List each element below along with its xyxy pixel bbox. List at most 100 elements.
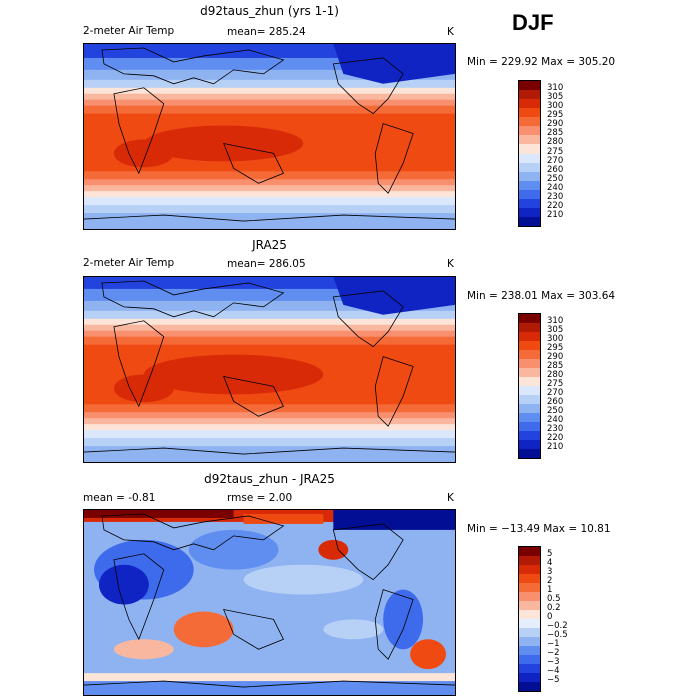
colorbar-swatch [519,413,540,422]
colorbar-tick-label: 230 [547,424,564,434]
colorbar-tick-label: 210 [547,209,564,220]
panel-2-colorbar-labels: 310 305 300 295 290 285 280 275 270 260 250 240 230 2… [547,313,587,459]
colorbar-tick-label: 240 [547,182,564,193]
colorbar-tick-label: 1 [547,585,553,595]
colorbar-swatch [519,610,540,619]
panel-2-title: JRA25 [252,238,287,252]
panel-3-title: d92taus_zhun - JRA25 [204,472,335,486]
colorbar-swatch [519,637,540,646]
panel-3-map [83,509,456,696]
colorbar-tick-label: 250 [547,173,564,184]
colorbar-tick-label: 275 [547,379,564,389]
colorbar-swatch [519,153,540,163]
colorbar-tick-label: 310 [547,316,564,326]
colorbar-swatch [519,574,540,583]
colorbar-tick-label: 300 [547,101,564,112]
colorbar-swatch [519,180,540,190]
colorbar-swatch [519,386,540,395]
colorbar-tick-label: 3 [547,567,553,577]
colorbar-swatch [519,377,540,386]
colorbar-tick-label: 290 [547,119,564,130]
colorbar-tick-label: −3 [547,657,560,667]
colorbar-swatch [519,216,540,226]
colorbar-tick-label: 300 [547,334,564,344]
colorbar-swatch [519,323,540,332]
colorbar-swatch [519,449,540,458]
colorbar-tick-label: 2 [547,576,553,586]
colorbar-tick-label: −1 [547,639,560,649]
colorbar-swatch [519,655,540,664]
colorbar-swatch [519,198,540,208]
colorbar-tick-label: 285 [547,361,564,371]
colorbar-swatch [519,162,540,172]
colorbar-tick-label: −5 [547,675,560,685]
colorbar-swatch [519,126,540,136]
colorbar-swatch [519,341,540,350]
colorbar-swatch [519,547,540,556]
colorbar-swatch [519,171,540,181]
panel-3-colorbar-labels: 5 4 3 2 1 0.5 0.2 0 −0.2 −0.5 −1 −2 −3 −4 −5 [547,546,587,692]
panel-2-unit: K [447,258,454,270]
colorbar-swatch [519,359,540,368]
colorbar-tick-label: 5 [547,549,553,559]
colorbar-tick-label: 280 [547,137,564,148]
colorbar-tick-label: 285 [547,128,564,139]
colorbar-tick-label: 240 [547,415,564,425]
colorbar-tick-label: 295 [547,110,564,121]
colorbar-swatch [519,556,540,565]
colorbar-swatch [519,583,540,592]
colorbar-swatch [519,117,540,127]
panel-2-mean: mean= 286.05 [227,258,306,270]
panel-3-colorbar [518,546,541,692]
panel-1-map [83,43,456,230]
colorbar-swatch [519,368,540,377]
colorbar-tick-label: −0.5 [547,630,568,640]
colorbar-swatch [519,682,540,691]
colorbar-tick-label: 4 [547,558,553,568]
colorbar-swatch [519,332,540,341]
panel-2-colorbar [518,313,541,459]
colorbar-tick-label: −4 [547,666,560,676]
colorbar-tick-label: 0 [547,612,553,622]
colorbar-tick-label: 260 [547,164,564,175]
colorbar-swatch [519,144,540,154]
colorbar-swatch [519,207,540,217]
colorbar-swatch [519,565,540,574]
panel-1-variable-label: 2-meter Air Temp [83,25,175,37]
colorbar-tick-label: 310 [547,83,564,94]
colorbar-tick-label: 270 [547,388,564,398]
panel-3-unit: K [447,492,454,504]
panel-1-colorbar-labels: 310 305 300 295 290 285 280 275 270 260 250 240 230 2… [547,80,587,227]
panel-1-minmax: Min = 229.92 Max = 305.20 [467,56,616,68]
colorbar-tick-label: 305 [547,325,564,335]
colorbar-swatch [519,619,540,628]
colorbar-tick-label: −2 [547,648,560,658]
colorbar-swatch [519,404,540,413]
panel-2-map [83,276,456,463]
colorbar-swatch [519,628,540,637]
colorbar-swatch [519,422,540,431]
colorbar-swatch [519,81,540,91]
colorbar-tick-label: 270 [547,155,564,166]
colorbar-swatch [519,431,540,440]
colorbar-tick-label: 295 [547,343,564,353]
colorbar-swatch [519,99,540,109]
colorbar-swatch [519,108,540,118]
panel-3-mean: mean = -0.81 [83,492,156,504]
colorbar-tick-label: 280 [547,370,564,380]
panel-2-minmax: Min = 238.01 Max = 303.64 [467,290,616,302]
colorbar-swatch [519,90,540,100]
colorbar-swatch [519,314,540,323]
colorbar-tick-label: 210 [547,442,564,452]
panel-1-title: d92taus_zhun (yrs 1-1) [200,4,339,18]
colorbar-tick-label: 290 [547,352,564,362]
colorbar-tick-label: 260 [547,397,564,407]
colorbar-swatch [519,189,540,199]
colorbar-tick-label: 230 [547,191,564,202]
colorbar-swatch [519,592,540,601]
colorbar-tick-label: 0.2 [547,603,561,613]
panel-3-minmax: Min = −13.49 Max = 10.81 [467,523,611,535]
colorbar-tick-label: 220 [547,433,564,443]
colorbar-swatch [519,440,540,449]
colorbar-tick-label: 0.5 [547,594,561,604]
